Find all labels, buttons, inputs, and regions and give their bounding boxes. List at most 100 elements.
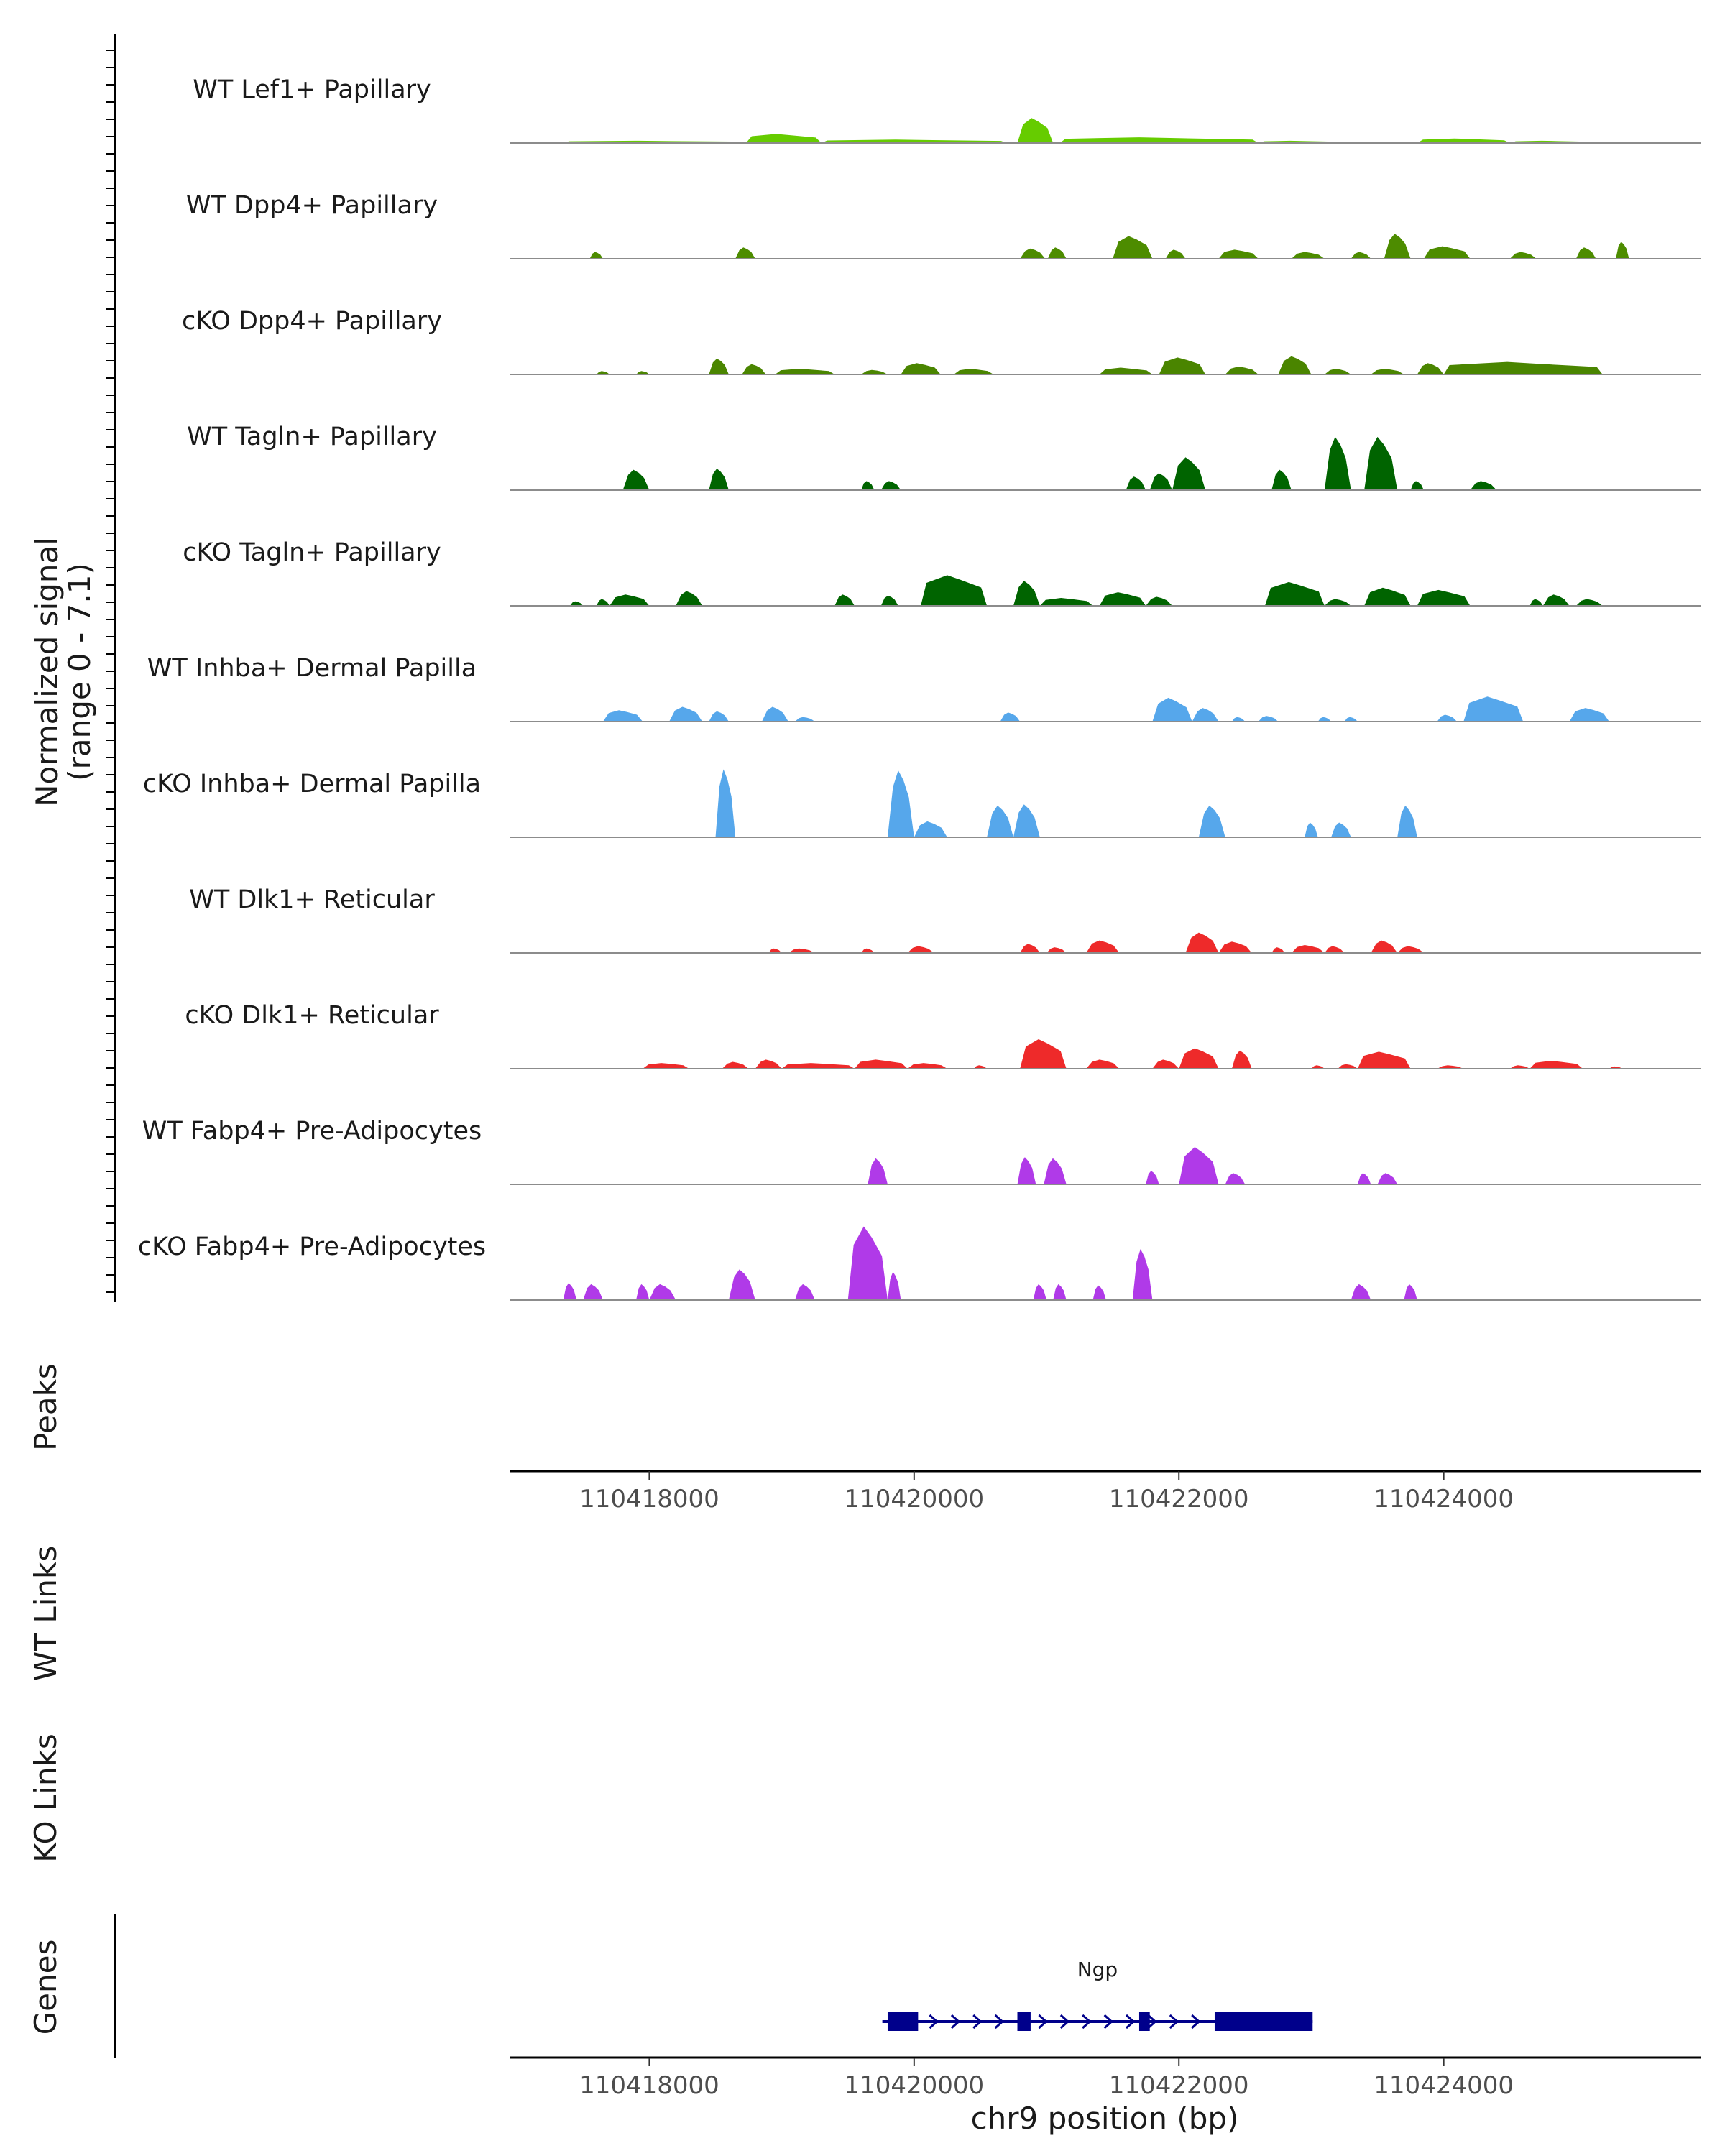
coverage-peak [1231, 1050, 1252, 1069]
coverage-peak [1099, 592, 1146, 606]
coverage-peak [1509, 252, 1537, 259]
coverage-peak [709, 469, 729, 490]
coverage-peak [768, 948, 782, 953]
coverage-peak [914, 821, 947, 837]
coverage-tracks: WT Lef1+ Papillary WT Dpp4+ Papillary cKO … [138, 75, 1701, 1301]
coverage-peak [1384, 234, 1411, 259]
coverage-peak [788, 948, 815, 953]
coverage-peak [745, 134, 822, 143]
coverage-peak [880, 481, 901, 490]
coverage-peak [973, 1065, 988, 1069]
coverage-peak [709, 358, 729, 374]
signal-panel: Normalized signal (range 0 - 7.1) WT Lef… [29, 34, 1701, 1302]
coverage-peak [1364, 587, 1411, 606]
coverage-peak [1198, 805, 1225, 837]
strand-arrow [994, 2014, 1004, 2030]
coverage-peak [1417, 589, 1471, 606]
coverage-peak [1149, 473, 1173, 490]
coverage-peak [901, 363, 941, 374]
coverage-peak [1192, 708, 1219, 722]
coverage-peak [1357, 1173, 1371, 1184]
coverage-peak [1576, 247, 1596, 259]
coverage-peak [887, 770, 914, 837]
coverage-peak [569, 601, 584, 606]
coverage-peak [1258, 716, 1279, 722]
coverage-peak [1185, 932, 1219, 953]
coverage-peak [1218, 941, 1252, 953]
track-5: WT Inhba+ Dermal Papilla [147, 654, 1701, 722]
coverage-peak [880, 595, 898, 606]
coverage-peak [1146, 1171, 1159, 1184]
coverage-peak [1530, 1060, 1583, 1069]
strand-arrow [1125, 2014, 1136, 2030]
coverage-peak [1344, 717, 1358, 722]
coverage-peak [1017, 1157, 1036, 1184]
coverage-peak [1086, 940, 1120, 953]
coverage-peak [1020, 248, 1046, 259]
track-label: WT Dlk1+ Reticular [189, 885, 435, 914]
coverage-peak [1530, 599, 1543, 606]
coverage-peak [761, 706, 788, 722]
signal-axis-title: Normalized signal [29, 537, 65, 807]
coverage-peak [1278, 356, 1312, 374]
coverage-peak [1291, 944, 1325, 953]
coverage-peak [635, 1284, 650, 1300]
coverage-peak [1113, 236, 1153, 259]
strand-arrow [1038, 2014, 1048, 2030]
x-axis-genes: 110418000 110420000 110422000 110424000 [510, 2056, 1701, 2100]
signal-axis-range: (range 0 - 7.1) [62, 563, 97, 781]
coverage-peak [1424, 246, 1471, 259]
coverage-peak [1152, 697, 1192, 722]
coverage-peak [821, 139, 1007, 143]
track-label: cKO Dpp4+ Papillary [182, 307, 442, 336]
coverage-peak [861, 948, 875, 953]
coverage-peak [1371, 940, 1398, 953]
coverage-peak [1017, 118, 1054, 143]
coverage-peak [1417, 138, 1510, 143]
coverage-peak [847, 1226, 888, 1300]
coverage-peak [1397, 805, 1417, 837]
coverage-peak [1271, 469, 1292, 490]
strand-arrow [1059, 2014, 1070, 2030]
ko-links-title: KO Links [28, 1733, 63, 1863]
track-label: WT Tagln+ Papillary [187, 423, 437, 451]
coverage-peak [921, 575, 988, 606]
coverage-peak [1331, 822, 1351, 837]
coverage-peak [589, 252, 603, 259]
track-9: WT Fabp4+ Pre-Adipocytes [142, 1117, 1701, 1185]
track-2: cKO Dpp4+ Papillary [182, 307, 1701, 375]
coverage-peak [669, 706, 703, 722]
links-panels: WT Links KO Links [28, 1546, 63, 1863]
coverage-peak [649, 1284, 676, 1300]
coverage-peak [795, 1284, 815, 1300]
coverage-peak [1351, 252, 1371, 259]
coverage-peak [781, 1063, 855, 1069]
wt-links-title: WT Links [28, 1546, 63, 1681]
coverage-peak [735, 247, 755, 259]
strand-arrow [972, 2014, 983, 2030]
coverage-peak [1417, 363, 1444, 374]
coverage-peak [795, 717, 815, 722]
x-tick-label: 110418000 [579, 2071, 719, 2100]
coverage-peak [1324, 436, 1351, 490]
coverage-peak [1044, 1158, 1067, 1184]
strand-arrow [1191, 2014, 1201, 2030]
coverage-peak [1013, 804, 1040, 837]
track-10: cKO Fabp4+ Pre-Adipocytes [138, 1226, 1701, 1301]
peaks-panel: Peaks 110418000 110420000 110422000 1104240… [28, 1363, 1701, 1514]
x-tick-label: 110418000 [579, 1485, 719, 1514]
coverage-peak [834, 594, 855, 606]
gene-exon [1017, 2012, 1031, 2031]
coverage-peak [1179, 1048, 1219, 1069]
coverage-peak [1099, 367, 1153, 374]
coverage-peak [1218, 249, 1259, 259]
coverage-peak [728, 1269, 755, 1300]
coverage-peak [868, 1158, 888, 1184]
track-label: cKO Dlk1+ Reticular [185, 1001, 439, 1030]
coverage-peak [1291, 252, 1325, 259]
coverage-peak [775, 369, 835, 374]
gene-name-label: Ngp [1077, 1958, 1118, 1981]
coverage-peak [1443, 361, 1603, 374]
track-label: cKO Inhba+ Dermal Papilla [143, 770, 481, 798]
